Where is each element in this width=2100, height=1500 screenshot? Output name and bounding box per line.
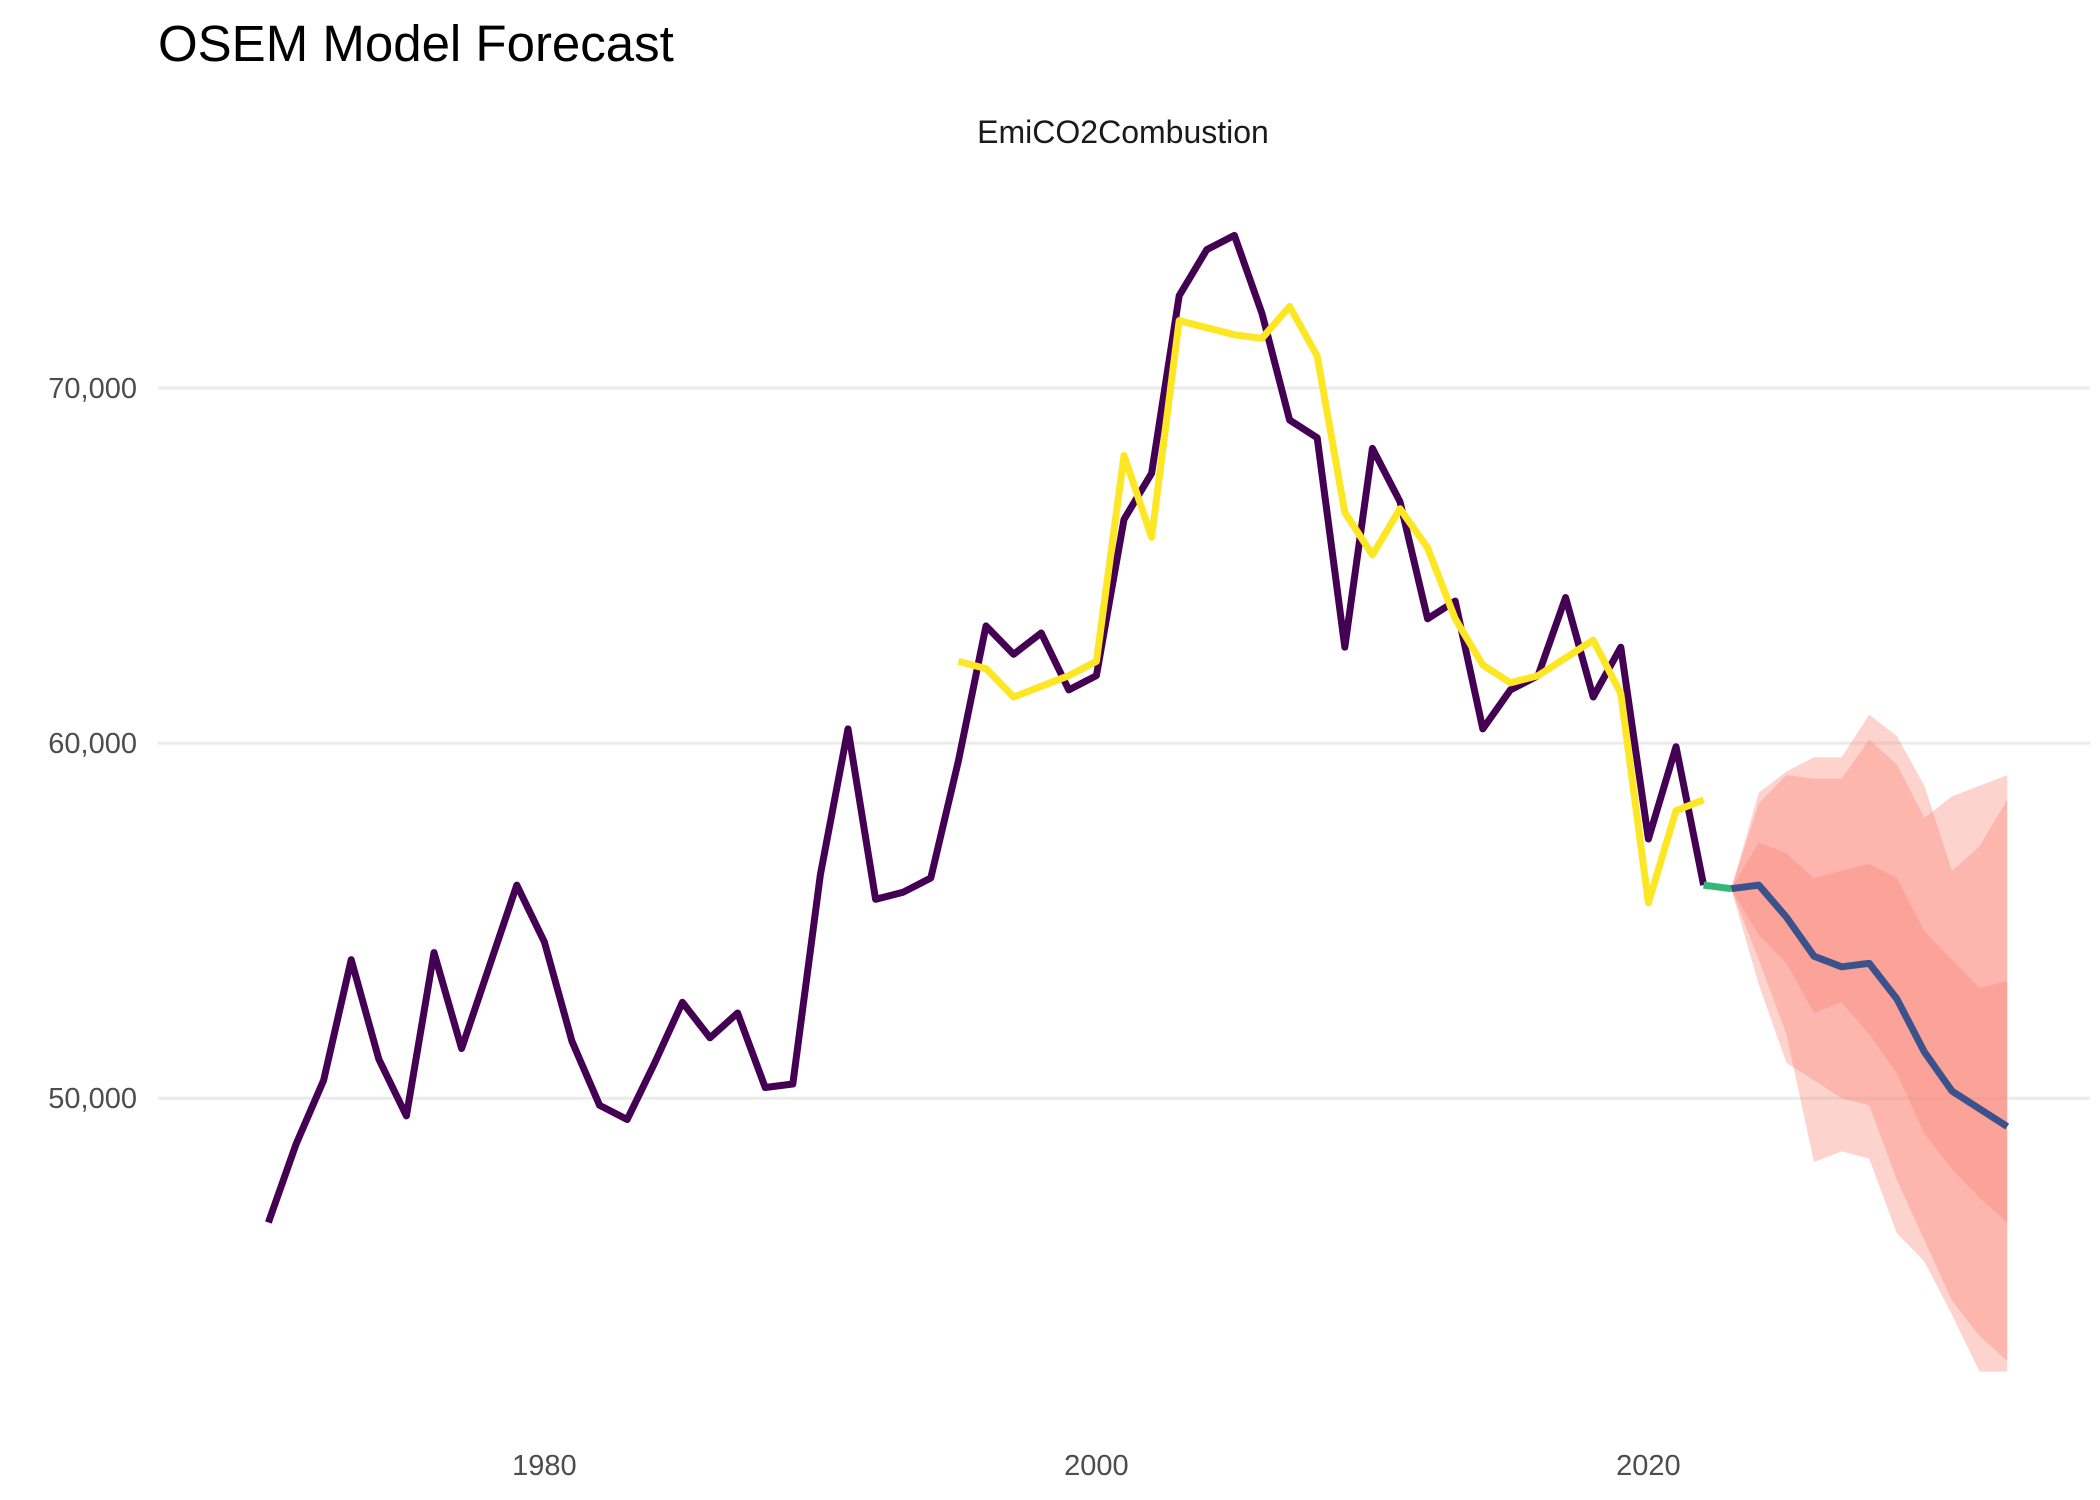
series-line [265, 231, 1708, 1224]
forecast-interval-band [1731, 739, 2008, 1372]
x-axis: 1980 2000 2020 [512, 1450, 1681, 1482]
x-tick-label: 1980 [512, 1450, 577, 1482]
y-tick-label: 50,000 [48, 1083, 137, 1115]
gridlines [158, 386, 2090, 1100]
chart-title: OSEM Model Forecast [158, 15, 674, 72]
series-line [1703, 881, 1732, 893]
chart-subtitle: EmiCO2Combustion [977, 114, 1269, 150]
series-line [957, 302, 1705, 907]
y-tick-label: 70,000 [48, 373, 137, 405]
forecast-interval-band [1731, 714, 2008, 1361]
x-tick-label: 2020 [1616, 1450, 1681, 1482]
series-line [1730, 881, 2010, 1130]
y-axis: 50,000 60,000 70,000 [48, 373, 137, 1115]
x-tick-label: 2000 [1064, 1450, 1129, 1482]
forecast-intervals [1731, 714, 2008, 1372]
series-lines [265, 231, 2010, 1224]
y-tick-label: 60,000 [48, 728, 137, 760]
